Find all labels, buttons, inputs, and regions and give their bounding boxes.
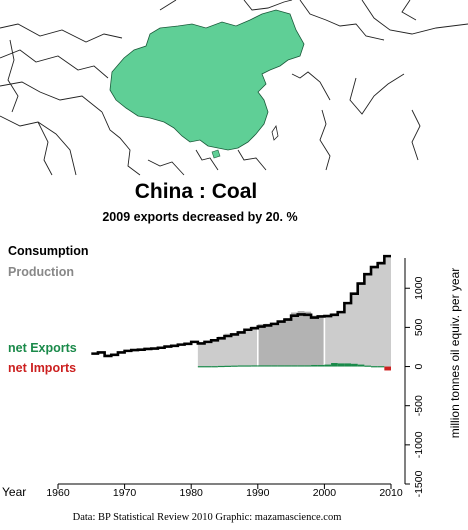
legend-production: Production [8, 265, 74, 279]
net-export-bar [237, 365, 245, 367]
net-export-bar [231, 365, 238, 367]
net-export-bar [217, 365, 225, 368]
china-shape [109, 9, 305, 151]
net-trade-bars [197, 363, 391, 371]
net-export-bar [197, 366, 205, 368]
net-export-bar [351, 363, 358, 367]
net-export-bar [357, 364, 365, 367]
x-tick-label: 2000 [313, 487, 337, 499]
net-export-bar [277, 365, 285, 367]
net-export-bar [291, 365, 298, 367]
legend-net-exports: net Exports [8, 341, 77, 355]
hainan-shape [211, 149, 221, 159]
y-tick-label: 500 [413, 318, 425, 336]
x-tick-label: 1990 [246, 487, 270, 499]
chart-subtitle: 2009 exports decreased by 20. % [102, 210, 297, 224]
net-export-bar [304, 365, 312, 367]
x-tick-label: 1960 [46, 487, 70, 499]
net-export-bar [251, 365, 258, 367]
y-tick-label: -1000 [413, 431, 425, 458]
y-tick-label: -500 [413, 395, 425, 416]
chart-title: China : Coal [135, 180, 258, 203]
y-tick-label: 0 [413, 363, 425, 369]
net-export-bar [264, 365, 272, 367]
x-axis: 1960 1970 1980 1990 2000 2010 Year [2, 483, 403, 499]
consumption-line [91, 254, 391, 358]
x-tick-label: 1980 [180, 487, 204, 499]
net-export-bar [224, 365, 232, 367]
taiwan-shape [271, 124, 279, 141]
net-export-bar [364, 365, 372, 367]
net-export-bar [257, 365, 265, 367]
net-export-bar [311, 364, 318, 367]
x-axis-label: Year [2, 485, 26, 499]
plot-area [91, 254, 391, 371]
production-area [197, 256, 391, 367]
legend-consumption: Consumption [8, 244, 89, 258]
net-export-bar [204, 366, 212, 368]
country-borders [0, 0, 468, 176]
net-export-bar [211, 366, 218, 368]
net-export-bar [244, 365, 252, 367]
y-axis: -1500 -1000 -500 0 500 1000 million tonnes oi… [404, 258, 462, 497]
asia-map [0, 0, 468, 176]
net-export-bar [371, 366, 378, 368]
net-export-bar [344, 363, 352, 367]
net-export-bar [331, 363, 338, 367]
net-export-bar [324, 364, 332, 367]
net-export-bar [337, 363, 345, 367]
x-tick-label: 1970 [113, 487, 137, 499]
net-export-bar [377, 366, 385, 368]
net-import-bar [384, 366, 391, 371]
y-axis-label: million tonnes oil equiv. per year [448, 268, 462, 439]
net-export-bar [317, 364, 325, 367]
net-export-bar [284, 365, 292, 367]
net-export-bar [271, 365, 278, 367]
net-export-bar [297, 365, 305, 367]
y-tick-label: 1000 [413, 276, 425, 300]
legend-net-imports: net Imports [8, 361, 76, 375]
credit-line: Data: BP Statistical Review 2010 Graphic… [73, 512, 342, 523]
x-tick-label: 2010 [379, 487, 403, 499]
y-tick-label: -1500 [413, 470, 425, 497]
